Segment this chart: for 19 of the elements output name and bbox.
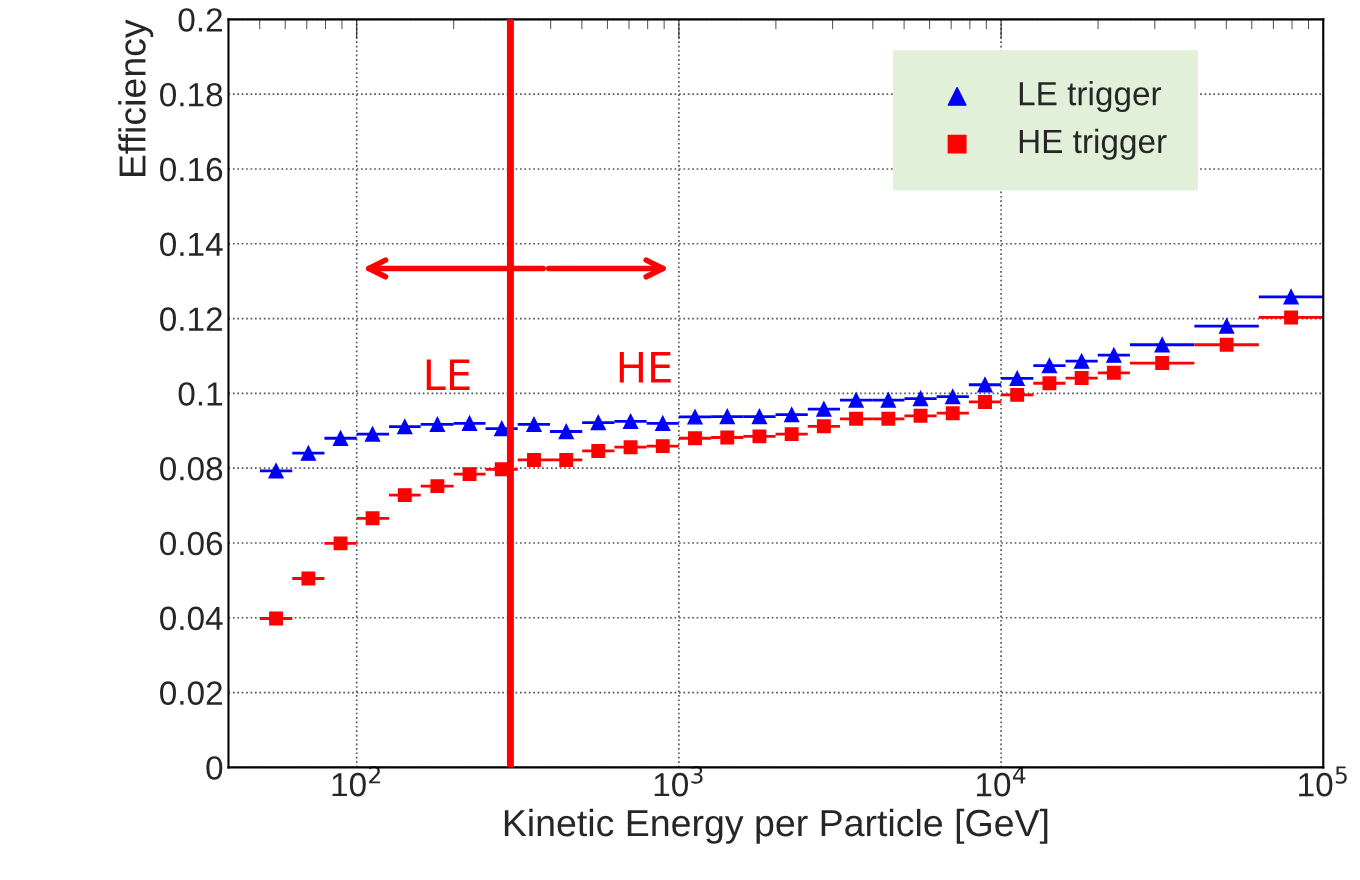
y-tick-label: 0.2 [178, 8, 222, 32]
x-tick-label: 10$^{5}$ [1299, 766, 1347, 797]
y-tick-label: 0.1 [178, 382, 222, 406]
legend-label: LE trigger [1019, 80, 1162, 113]
y-tick-label: 0 [206, 756, 223, 780]
x-axis-title: Kinetic Energy per Particle [GeV] [504, 808, 1048, 844]
y-tick-label: 0.16 [160, 157, 223, 182]
x-tick-label: 10$^{4}$ [976, 766, 1026, 797]
y-tick-label: 0.08 [160, 456, 223, 481]
legend-label: HE trigger [1019, 128, 1167, 160]
y-axis-title: Efficiency [118, 19, 154, 177]
y-tick-label: 0.04 [160, 606, 223, 631]
y-tick-label: 0.12 [160, 307, 222, 331]
y-tick-label: 0.06 [160, 531, 223, 556]
annotation: HE [619, 352, 671, 383]
y-tick-label: 0.18 [160, 82, 223, 107]
y-tick-label: 0.14 [160, 232, 223, 257]
annotation: LE [426, 359, 470, 390]
y-tick-label: 0.02 [160, 681, 222, 705]
